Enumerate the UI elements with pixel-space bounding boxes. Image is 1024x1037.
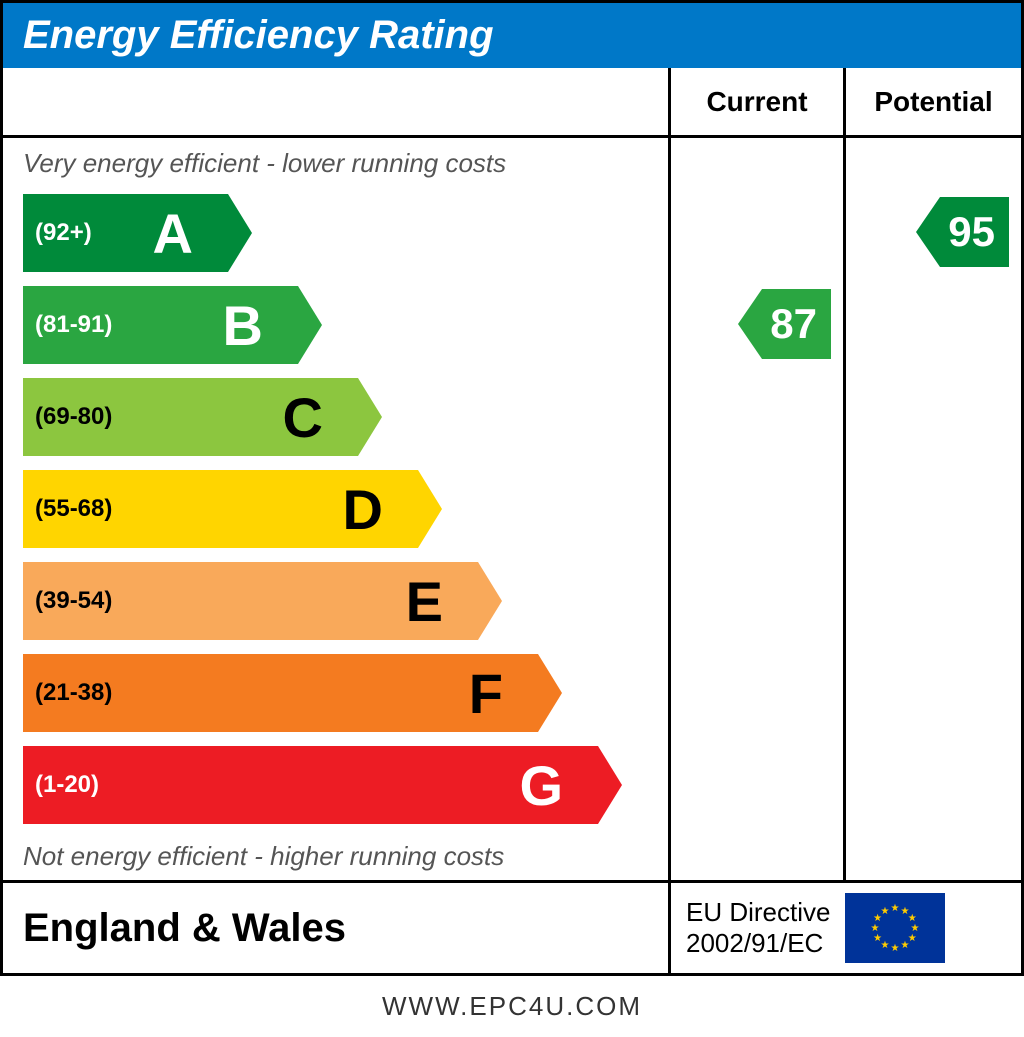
rating-letter-a: A <box>153 201 193 266</box>
rating-row-c: (69-80) C <box>3 371 668 463</box>
efficiency-bottom-text: Not energy efficient - higher running co… <box>3 831 668 880</box>
region-label: England & Wales <box>3 883 671 973</box>
rating-letter-f: F <box>469 661 503 726</box>
epc-chart: Energy Efficiency Rating Very energy eff… <box>0 0 1024 976</box>
rating-bar-f: (21-38) F <box>23 654 538 732</box>
rating-bar-c: (69-80) C <box>23 378 358 456</box>
current-marker: 87 <box>762 289 831 359</box>
directive-line2: 2002/91/EC <box>686 928 830 959</box>
footer-row: England & Wales EU Directive 2002/91/EC … <box>3 883 1021 973</box>
potential-header: Potential <box>846 68 1021 138</box>
eu-flag-icon: ★★★★★★★★★★★★ <box>845 893 945 963</box>
directive-text: EU Directive 2002/91/EC <box>686 897 830 959</box>
rating-bar-g: (1-20) G <box>23 746 598 824</box>
rating-letter-d: D <box>343 477 383 542</box>
potential-marker: 95 <box>940 197 1009 267</box>
rating-bar-d: (55-68) D <box>23 470 418 548</box>
rating-range-g: (1-20) <box>23 771 99 799</box>
rating-row-a: (92+) A <box>3 187 668 279</box>
current-column: Current 87 <box>671 68 846 880</box>
rating-letter-g: G <box>519 753 563 818</box>
rating-row-g: (1-20) G <box>3 739 668 831</box>
rating-range-e: (39-54) <box>23 587 112 615</box>
chart-title: Energy Efficiency Rating <box>3 3 1021 68</box>
rating-letter-b: B <box>223 293 263 358</box>
rating-range-c: (69-80) <box>23 403 112 431</box>
rating-row-b: (81-91) B <box>3 279 668 371</box>
chart-body: Very energy efficient - lower running co… <box>3 68 1021 883</box>
potential-column: Potential 95 <box>846 68 1021 880</box>
rating-row-f: (21-38) F <box>3 647 668 739</box>
rating-bars-column: Very energy efficient - lower running co… <box>3 68 671 880</box>
rating-range-f: (21-38) <box>23 679 112 707</box>
rating-row-e: (39-54) E <box>3 555 668 647</box>
rating-letter-c: C <box>283 385 323 450</box>
rating-letter-e: E <box>406 569 443 634</box>
rating-range-b: (81-91) <box>23 311 112 339</box>
efficiency-top-text: Very energy efficient - lower running co… <box>3 138 668 187</box>
directive-line1: EU Directive <box>686 897 830 928</box>
rating-range-d: (55-68) <box>23 495 112 523</box>
rating-bar-e: (39-54) E <box>23 562 478 640</box>
rating-bar-a: (92+) A <box>23 194 228 272</box>
rating-range-a: (92+) <box>23 219 92 247</box>
rating-bar-b: (81-91) B <box>23 286 298 364</box>
current-header: Current <box>671 68 843 138</box>
source-url: WWW.EPC4U.COM <box>0 976 1024 1037</box>
directive-section: EU Directive 2002/91/EC ★★★★★★★★★★★★ <box>671 883 1021 973</box>
bars-header-empty <box>3 68 668 138</box>
rating-row-d: (55-68) D <box>3 463 668 555</box>
